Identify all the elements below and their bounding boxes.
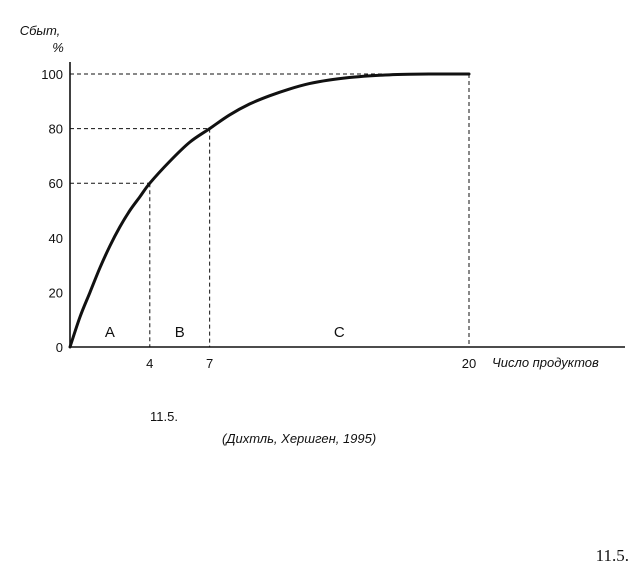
abc-analysis-chart: 0 20 40 60 80 100 4 7 20 A B C Сбыт, % Число прод… xyxy=(20,23,625,371)
y-axis-title: Сбыт, xyxy=(20,23,61,38)
zone-label: A xyxy=(105,324,115,341)
y-tick-label: 40 xyxy=(49,231,63,246)
y-tick-label: 60 xyxy=(49,176,63,191)
y-tick-label: 80 xyxy=(49,122,63,137)
zone-labels: A B C xyxy=(105,324,345,341)
axes xyxy=(69,62,625,348)
y-tick-labels: 0 20 40 60 80 100 xyxy=(41,67,63,355)
zone-label: B xyxy=(175,324,185,341)
sales-curve xyxy=(68,72,471,349)
y-tick-label: 20 xyxy=(49,285,63,300)
figure-caption-source: (Дихтль, Хершген, 1995) xyxy=(222,431,377,446)
y-axis-unit: % xyxy=(52,40,64,55)
y-tick-label: 100 xyxy=(41,67,63,82)
x-tick-label: 7 xyxy=(206,356,213,371)
x-tick-label: 4 xyxy=(146,356,153,371)
x-tick-labels: 4 7 20 xyxy=(146,356,476,371)
zone-label: C xyxy=(334,324,345,341)
x-axis-title: Число продуктов xyxy=(492,355,599,370)
y-tick-label: 0 xyxy=(56,340,63,355)
figure-caption-number: 11.5. xyxy=(150,409,178,424)
x-tick-label: 20 xyxy=(462,356,476,371)
page-corner-number: 11.5. xyxy=(595,546,629,565)
